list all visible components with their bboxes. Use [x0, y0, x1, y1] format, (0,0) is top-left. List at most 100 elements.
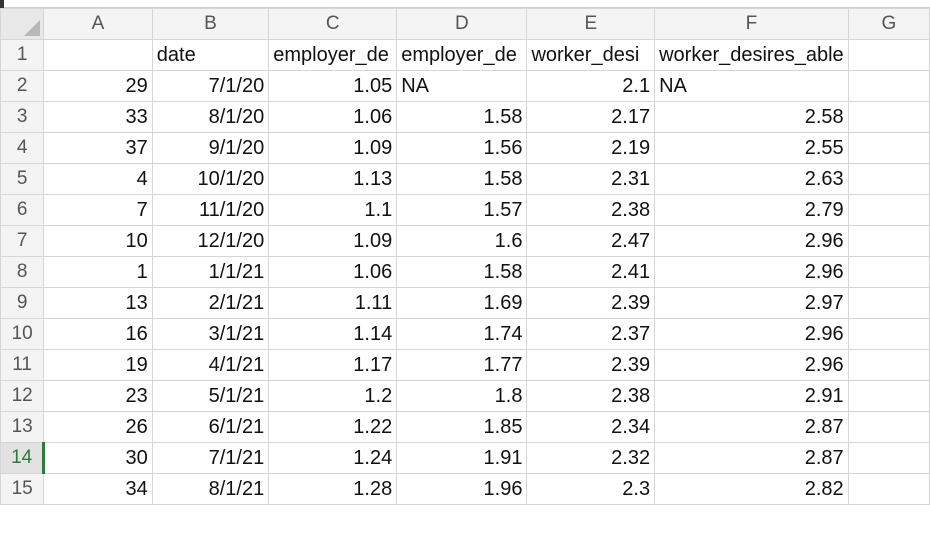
cell-c5[interactable]: 1.13: [268, 163, 398, 195]
cell-f9[interactable]: 2.97: [654, 287, 849, 319]
cell-e3[interactable]: 2.17: [526, 101, 656, 133]
cell-f1[interactable]: worker_desires_able: [654, 39, 849, 71]
cell-e1[interactable]: worker_desi: [526, 39, 656, 71]
row-header-14[interactable]: 14: [0, 442, 46, 474]
cell-b1[interactable]: date: [151, 39, 270, 71]
cell-a7[interactable]: 10: [43, 225, 153, 257]
cell-d10[interactable]: 1.74: [396, 318, 528, 350]
cell-c6[interactable]: 1.1: [268, 194, 398, 226]
column-header-b[interactable]: B: [151, 8, 270, 40]
cell-d8[interactable]: 1.58: [396, 256, 528, 288]
cell-c12[interactable]: 1.2: [268, 380, 398, 412]
cell-d7[interactable]: 1.6: [396, 225, 528, 257]
cell-c10[interactable]: 1.14: [268, 318, 398, 350]
cell-c4[interactable]: 1.09: [268, 132, 398, 164]
cell-f6[interactable]: 2.79: [654, 194, 849, 226]
cell-b15[interactable]: 8/1/21: [151, 473, 270, 505]
column-header-d[interactable]: D: [396, 8, 528, 40]
cell-a8[interactable]: 1: [43, 256, 153, 288]
column-header-f[interactable]: F: [654, 8, 849, 40]
cell-a14[interactable]: 30: [43, 442, 153, 474]
cell-d11[interactable]: 1.77: [396, 349, 528, 381]
cell-e11[interactable]: 2.39: [526, 349, 656, 381]
cell-e7[interactable]: 2.47: [526, 225, 656, 257]
row-header-11[interactable]: 11: [0, 349, 45, 381]
cell-c7[interactable]: 1.09: [268, 225, 398, 257]
cell-g1[interactable]: [847, 39, 930, 71]
row-header-12[interactable]: 12: [0, 380, 45, 412]
cell-a5[interactable]: 4: [43, 163, 153, 195]
cell-a13[interactable]: 26: [43, 411, 153, 443]
cell-d13[interactable]: 1.85: [396, 411, 528, 443]
cell-f13[interactable]: 2.87: [654, 411, 849, 443]
row-header-9[interactable]: 9: [0, 287, 45, 319]
cell-g9[interactable]: [847, 287, 930, 319]
cell-d3[interactable]: 1.58: [396, 101, 528, 133]
cell-f10[interactable]: 2.96: [654, 318, 849, 350]
cell-b14[interactable]: 7/1/21: [151, 442, 270, 474]
cell-d15[interactable]: 1.96: [396, 473, 528, 505]
row-header-10[interactable]: 10: [0, 318, 45, 350]
column-header-c[interactable]: C: [268, 8, 398, 40]
cell-g12[interactable]: [847, 380, 930, 412]
cell-d1[interactable]: employer_de: [396, 39, 528, 71]
cell-d14[interactable]: 1.91: [396, 442, 528, 474]
cell-e14[interactable]: 2.32: [526, 442, 656, 474]
cell-g5[interactable]: [847, 163, 930, 195]
row-header-15[interactable]: 15: [0, 473, 45, 505]
cell-b4[interactable]: 9/1/20: [151, 132, 270, 164]
row-header-5[interactable]: 5: [0, 163, 45, 195]
cell-e5[interactable]: 2.31: [526, 163, 656, 195]
cell-c3[interactable]: 1.06: [268, 101, 398, 133]
cell-a1[interactable]: [43, 39, 153, 71]
row-header-2[interactable]: 2: [0, 70, 45, 102]
cell-f7[interactable]: 2.96: [654, 225, 849, 257]
cell-f8[interactable]: 2.96: [654, 256, 849, 288]
cell-d6[interactable]: 1.57: [396, 194, 528, 226]
cell-e10[interactable]: 2.37: [526, 318, 656, 350]
row-header-1[interactable]: 1: [0, 39, 45, 71]
cell-b3[interactable]: 8/1/20: [151, 101, 270, 133]
cell-c15[interactable]: 1.28: [268, 473, 398, 505]
cell-c8[interactable]: 1.06: [268, 256, 398, 288]
column-header-e[interactable]: E: [526, 8, 656, 40]
row-header-3[interactable]: 3: [0, 101, 45, 133]
cell-b9[interactable]: 2/1/21: [151, 287, 270, 319]
cell-a10[interactable]: 16: [43, 318, 153, 350]
row-header-8[interactable]: 8: [0, 256, 45, 288]
row-header-7[interactable]: 7: [0, 225, 45, 257]
cell-g11[interactable]: [847, 349, 930, 381]
cell-c2[interactable]: 1.05: [268, 70, 398, 102]
cell-c14[interactable]: 1.24: [268, 442, 398, 474]
cell-d4[interactable]: 1.56: [396, 132, 528, 164]
cell-g15[interactable]: [847, 473, 930, 505]
cell-f4[interactable]: 2.55: [654, 132, 849, 164]
cell-g10[interactable]: [847, 318, 930, 350]
column-header-g[interactable]: G: [847, 8, 930, 40]
cell-b11[interactable]: 4/1/21: [151, 349, 270, 381]
cell-b6[interactable]: 11/1/20: [151, 194, 270, 226]
cell-f11[interactable]: 2.96: [654, 349, 849, 381]
cell-g14[interactable]: [847, 442, 930, 474]
cell-b12[interactable]: 5/1/21: [151, 380, 270, 412]
cell-g6[interactable]: [847, 194, 930, 226]
row-header-6[interactable]: 6: [0, 194, 45, 226]
cell-a15[interactable]: 34: [43, 473, 153, 505]
cell-b7[interactable]: 12/1/20: [151, 225, 270, 257]
cell-c1[interactable]: employer_de: [268, 39, 398, 71]
cell-e6[interactable]: 2.38: [526, 194, 656, 226]
cell-e9[interactable]: 2.39: [526, 287, 656, 319]
cell-c13[interactable]: 1.22: [268, 411, 398, 443]
cell-b8[interactable]: 1/1/21: [151, 256, 270, 288]
cell-g7[interactable]: [847, 225, 930, 257]
cell-c11[interactable]: 1.17: [268, 349, 398, 381]
cell-a6[interactable]: 7: [43, 194, 153, 226]
cell-e15[interactable]: 2.3: [526, 473, 656, 505]
cell-e13[interactable]: 2.34: [526, 411, 656, 443]
cell-a2[interactable]: 29: [43, 70, 153, 102]
cell-a3[interactable]: 33: [43, 101, 153, 133]
cell-g3[interactable]: [847, 101, 930, 133]
cell-e8[interactable]: 2.41: [526, 256, 656, 288]
row-header-13[interactable]: 13: [0, 411, 45, 443]
cell-d2[interactable]: NA: [396, 70, 528, 102]
